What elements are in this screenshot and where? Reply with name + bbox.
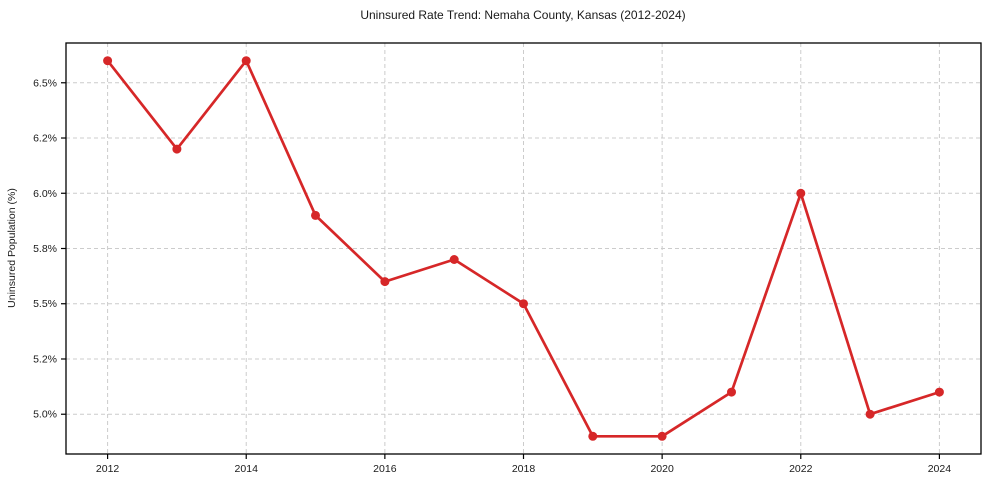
y-tick-label: 5.5% bbox=[33, 298, 57, 310]
data-point-marker bbox=[865, 409, 875, 419]
axis-ticks: 5.0% 5.2% 5.5% 5.8% 6.0% 6.2% 6.5% 2012 2014 2016… bbox=[33, 77, 951, 475]
x-tick-label: 2020 bbox=[650, 463, 674, 475]
data-point-marker bbox=[727, 387, 736, 397]
data-point-marker bbox=[103, 56, 113, 66]
data-series bbox=[103, 56, 944, 441]
data-point-marker bbox=[519, 299, 528, 309]
x-tick-label: 2014 bbox=[235, 463, 259, 475]
data-point-marker bbox=[311, 210, 320, 220]
data-point-marker bbox=[172, 144, 182, 154]
x-tick-label: 2024 bbox=[928, 463, 952, 475]
y-axis-label: Uninsured Population (%) bbox=[6, 188, 18, 308]
x-tick-label: 2012 bbox=[96, 463, 120, 475]
x-tick-label: 2022 bbox=[789, 463, 813, 475]
data-point-marker bbox=[934, 387, 944, 397]
plot-border bbox=[65, 42, 982, 455]
data-point-marker bbox=[796, 188, 806, 198]
data-point-marker bbox=[588, 431, 598, 441]
data-point-marker bbox=[449, 255, 459, 264]
chart-title: Uninsured Rate Trend: Nemaha County, Kan… bbox=[360, 8, 685, 22]
y-tick-label: 6.5% bbox=[33, 77, 57, 89]
y-tick-label: 6.0% bbox=[33, 188, 57, 200]
data-point-marker bbox=[241, 56, 251, 66]
y-tick-label: 5.2% bbox=[33, 353, 57, 365]
gridlines bbox=[66, 43, 981, 454]
data-point-marker bbox=[380, 277, 390, 287]
x-tick-label: 2016 bbox=[373, 463, 397, 475]
y-tick-label: 5.0% bbox=[33, 409, 57, 421]
x-tick-label: 2018 bbox=[512, 463, 536, 475]
y-tick-label: 5.8% bbox=[33, 243, 57, 255]
data-point-marker bbox=[657, 431, 667, 441]
y-tick-label: 6.2% bbox=[33, 133, 57, 145]
